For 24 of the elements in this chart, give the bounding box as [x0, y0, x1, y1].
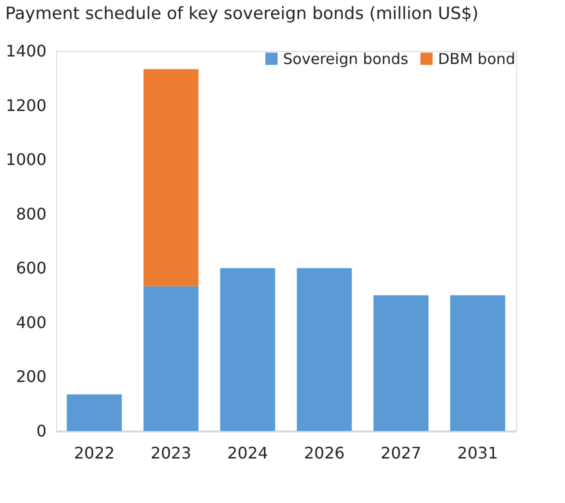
bar	[66, 394, 122, 431]
y-tick-label: 200	[16, 367, 46, 386]
y-tick-label: 1400	[6, 42, 46, 60]
x-tick-label: 2027	[380, 444, 422, 462]
y-tick-label: 0	[36, 422, 46, 440]
y-tick-label: 600	[16, 258, 46, 278]
bar	[374, 295, 428, 431]
y-tick-label: 1000	[6, 150, 46, 170]
bar	[144, 69, 198, 286]
bar	[450, 295, 506, 431]
chart-title: Payment schedule of key sovereign bonds (million US$)	[5, 4, 479, 24]
x-tick-label: 2026	[304, 444, 345, 462]
y-tick-label: 400	[16, 312, 46, 332]
x-tick-label: 2023	[150, 444, 192, 462]
y-tick-label: 800	[16, 204, 46, 224]
y-tick-label: 1200	[6, 96, 46, 115]
bar	[144, 286, 198, 431]
x-tick-label: 2022	[74, 444, 115, 462]
x-tick-label: 2024	[227, 444, 268, 462]
bar	[296, 268, 352, 431]
x-tick-label: 2031	[457, 444, 498, 462]
legend-label: DBM bond	[438, 50, 516, 68]
legend-label: Sovereign bonds	[283, 50, 409, 68]
bar	[220, 268, 276, 431]
